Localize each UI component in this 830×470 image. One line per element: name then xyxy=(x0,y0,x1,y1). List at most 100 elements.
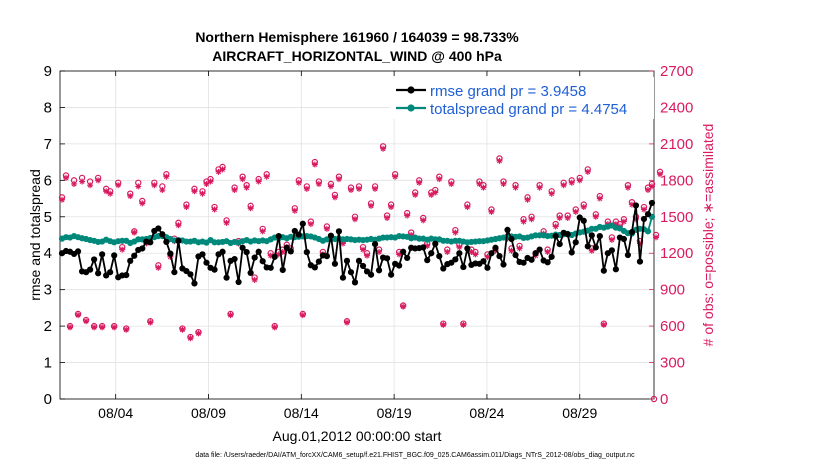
obs-assimilated-point xyxy=(195,330,202,337)
obs-assimilated-point xyxy=(303,185,310,192)
obs-assimilated-point xyxy=(464,204,471,211)
obs-assimilated-point xyxy=(632,216,639,223)
rmse-point xyxy=(323,253,330,260)
obs-assimilated-point xyxy=(71,180,78,187)
rmse-point xyxy=(544,259,551,266)
obs-assimilated-point xyxy=(187,335,194,342)
rmse-point xyxy=(436,253,443,260)
rmse-point xyxy=(219,248,226,255)
rmse-point xyxy=(552,232,559,240)
obs-assimilated-point xyxy=(299,312,306,319)
rmse-point xyxy=(480,258,487,265)
obs-assimilated-point xyxy=(572,208,579,215)
obs-assimilated-point xyxy=(356,185,363,192)
obs-assimilated-point xyxy=(384,214,391,221)
rmse-point xyxy=(400,248,407,255)
obs-assimilated-point xyxy=(408,232,415,238)
y-left-tick-label: 7 xyxy=(44,136,52,153)
obs-assimilated-point xyxy=(508,247,515,254)
chart-title-line2: AIRCRAFT_HORIZONTAL_WIND @ 400 hPa xyxy=(212,48,502,64)
rmse-point xyxy=(375,267,383,274)
rmse-point xyxy=(355,257,363,264)
obs-assimilated-point xyxy=(653,234,660,241)
rmse-point xyxy=(99,251,106,258)
rmse-point xyxy=(159,231,166,238)
rmse-point xyxy=(107,269,114,276)
obs-assimilated-point xyxy=(584,168,591,175)
obs-assimilated-point xyxy=(440,321,447,328)
obs-assimilated-point xyxy=(424,242,431,249)
obs-assimilated-point xyxy=(115,182,122,189)
obs-assimilated-point xyxy=(119,246,126,253)
rmse-point xyxy=(231,255,238,263)
obs-assimilated-point xyxy=(484,253,491,260)
y-left-tick-label: 2 xyxy=(44,318,52,335)
obs-assimilated-point xyxy=(207,178,214,185)
obs-assimilated-point xyxy=(251,276,258,283)
obs-assimilated-point xyxy=(448,180,455,187)
obs-assimilated-point xyxy=(295,179,302,186)
y-right-tick-label: 300 xyxy=(660,355,685,372)
obs-assimilated-point xyxy=(95,177,102,184)
legend-box xyxy=(390,77,654,119)
rmse-point xyxy=(223,274,230,281)
obs-assimilated-point xyxy=(151,182,158,189)
rmse-point xyxy=(339,274,347,281)
rmse-point xyxy=(648,199,656,207)
obs-assimilated-point xyxy=(368,202,375,209)
rmse-point xyxy=(572,239,579,246)
obs-assimilated-point xyxy=(564,214,571,221)
obs-assimilated-point xyxy=(155,264,162,271)
obs-assimilated-point xyxy=(111,324,118,331)
rmse-point xyxy=(74,248,82,255)
obs-assimilated-point xyxy=(657,171,664,178)
obs-assimilated-point xyxy=(600,321,607,328)
obs-assimilated-point xyxy=(624,184,631,191)
axis-ticks: 08/04 08/09 08/14 08/19 08/24 08/29 0 1 2 3 4 5 6 7 8 9… xyxy=(44,63,694,421)
rmse-point xyxy=(235,278,242,286)
obs-assimilated-point xyxy=(63,174,70,181)
obs-assimilated-point xyxy=(203,180,210,187)
obs-assimilated-point xyxy=(75,312,82,319)
rmse-point xyxy=(303,249,310,256)
y-right-tick-label: 600 xyxy=(660,318,685,335)
obs-assimilated-point xyxy=(215,168,222,175)
obs-assimilated-point xyxy=(99,324,106,331)
obs-assimilated-point xyxy=(259,228,266,235)
y-right-tick-label: 2700 xyxy=(660,63,693,80)
rmse-point xyxy=(424,257,431,264)
obs-assimilated-point xyxy=(191,188,198,195)
rmse-point xyxy=(580,217,587,224)
rmse-point xyxy=(588,232,595,239)
rmse-point xyxy=(315,258,322,265)
rmse-point xyxy=(420,244,427,251)
y-left-tick-label: 4 xyxy=(44,245,52,262)
rmse-point xyxy=(267,264,274,271)
obs-assimilated-point xyxy=(416,179,423,186)
obs-assimilated-point xyxy=(347,187,354,194)
rmse-point xyxy=(404,254,411,262)
rmse-point xyxy=(500,261,507,268)
obs-assimilated-point xyxy=(444,249,451,256)
obs-assimilated-point xyxy=(436,176,443,183)
rmse-point xyxy=(359,262,367,270)
y-left-tick-label: 0 xyxy=(44,391,52,408)
obs-assimilated-point xyxy=(219,166,226,173)
rmse-point xyxy=(464,245,471,252)
obs-assimilated-point xyxy=(380,145,387,152)
rmse-point xyxy=(644,211,652,218)
obs-assimilated-point xyxy=(648,183,655,190)
legend-spread-marker xyxy=(407,104,415,112)
rmse-point xyxy=(175,237,182,244)
obs-assimilated-point xyxy=(392,173,399,180)
obs-assimilated-point xyxy=(311,161,318,168)
rmse-point xyxy=(612,266,619,273)
rmse-point xyxy=(111,252,118,259)
rmse-point xyxy=(211,266,218,273)
rmse-point xyxy=(596,232,603,240)
obs-assimilated-point xyxy=(548,190,555,197)
rmse-point xyxy=(239,244,246,251)
obs-assimilated-point xyxy=(275,251,282,258)
rmse-point xyxy=(528,256,535,263)
obs-assimilated-point xyxy=(175,222,182,229)
